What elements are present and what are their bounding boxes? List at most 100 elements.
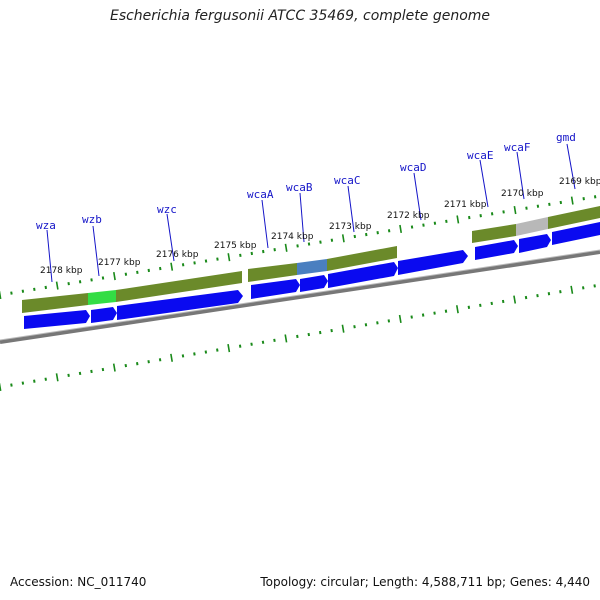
gene-arrow-wza[interactable] (24, 310, 90, 329)
minor-tick (410, 315, 413, 319)
minor-tick (490, 301, 493, 306)
major-tick (0, 290, 2, 300)
cds-band (22, 293, 88, 313)
major-tick (399, 224, 403, 233)
minor-tick (433, 311, 436, 315)
minor-tick (44, 377, 47, 381)
cds-band-wcaf (516, 217, 548, 236)
kbp-label: 2171 kbp (444, 200, 487, 210)
gene-arrow-wzb[interactable] (91, 307, 117, 323)
minor-tick (147, 360, 150, 364)
accession-label: Accession: NC_011740 (10, 575, 147, 589)
cds-band (248, 263, 297, 282)
minor-tick (330, 328, 333, 333)
minor-tick (387, 319, 391, 323)
minor-tick (124, 363, 128, 368)
major-tick (341, 234, 345, 243)
cds-band (327, 246, 397, 271)
major-tick (513, 205, 517, 215)
cds-band-wzb (88, 290, 116, 305)
minor-tick (536, 293, 539, 298)
minor-tick (307, 332, 311, 337)
outer-tick-ring (0, 195, 597, 300)
minor-tick (581, 286, 585, 290)
cds-band (548, 206, 600, 229)
major-tick (455, 305, 459, 314)
genome-backbone (0, 250, 600, 344)
minor-tick (158, 358, 162, 362)
major-tick (570, 285, 574, 294)
leader-line (261, 199, 269, 249)
kbp-label: 2176 kbp (156, 250, 199, 260)
major-tick (227, 344, 231, 353)
kbp-label: 2175 kbp (214, 241, 257, 251)
major-tick (113, 272, 116, 281)
minor-tick (593, 284, 596, 288)
major-tick (284, 334, 288, 343)
minor-tick (559, 290, 562, 294)
cds-band (116, 271, 242, 302)
major-tick (112, 363, 116, 372)
major-tick (284, 243, 288, 252)
minor-tick (501, 299, 505, 304)
major-tick (55, 373, 59, 382)
major-tick (227, 253, 231, 262)
kbp-label: 2172 kbp (387, 211, 430, 221)
map-title: Escherichia fergusonii ATCC 35469, compl… (109, 8, 491, 24)
minor-tick (193, 352, 196, 356)
gene-label-wzb: wzb (82, 213, 102, 226)
minor-tick (296, 334, 299, 339)
genome-summary: Topology: circular; Length: 4,588,711 bp… (260, 575, 590, 589)
leader-line (92, 225, 100, 277)
major-tick (341, 324, 345, 333)
cds-band (472, 224, 516, 243)
leader-line (413, 172, 422, 221)
gene-label-wcad: wcaD (400, 161, 427, 174)
gene-labels: wza wzb wzc wcaA wcaB wcaC wcaD wcaE wca… (36, 131, 576, 232)
gene-arrow-wcac[interactable] (328, 262, 398, 288)
minor-tick (444, 309, 448, 313)
minor-tick (204, 350, 208, 354)
gene-arrow-wcaa[interactable] (251, 279, 300, 299)
minor-tick (238, 344, 242, 348)
gene-arrow-wcae[interactable] (475, 240, 518, 260)
kbp-label: 2173 kbp (329, 222, 372, 232)
minor-tick (421, 313, 425, 317)
kbp-label: 2178 kbp (40, 266, 83, 276)
major-tick (513, 295, 517, 304)
minor-tick (101, 367, 105, 372)
leader-line (46, 229, 53, 283)
leader-line (299, 192, 305, 243)
major-tick (570, 196, 574, 205)
major-tick (170, 262, 174, 271)
gene-label-wcaf: wcaF (504, 141, 531, 154)
gene-arrow-wcab[interactable] (300, 275, 328, 292)
minor-tick (181, 354, 185, 358)
minor-tick (467, 305, 471, 309)
leader-line (516, 151, 525, 200)
gene-label-wcaa: wcaA (247, 188, 274, 201)
minor-tick (376, 321, 379, 325)
major-tick (170, 353, 173, 362)
backbone-highlight (0, 249, 600, 341)
gene-arrow-gmd[interactable] (552, 222, 600, 245)
minor-tick (318, 330, 322, 335)
gene-label-wcac: wcaC (334, 174, 361, 187)
gene-label-wcae: wcaE (467, 149, 494, 162)
gene-arrow-wcaf[interactable] (519, 234, 551, 253)
gene-arrows (24, 222, 600, 329)
minor-tick (216, 348, 219, 352)
kbp-label: 2177 kbp (98, 258, 141, 268)
gene-arrow-wzc[interactable] (117, 290, 243, 320)
gene-arrow-wcad[interactable] (398, 250, 468, 275)
leader-line (566, 143, 576, 190)
minor-tick (67, 373, 70, 377)
gene-label-wcab: wcaB (286, 181, 313, 194)
kbp-labels: 2178 kbp 2177 kbp 2176 kbp 2175 kbp 2174… (40, 177, 600, 276)
minor-tick (524, 295, 528, 300)
cds-bands (22, 206, 600, 313)
minor-tick (135, 362, 139, 366)
minor-tick (250, 342, 253, 346)
gene-label-wzc: wzc (157, 203, 177, 216)
